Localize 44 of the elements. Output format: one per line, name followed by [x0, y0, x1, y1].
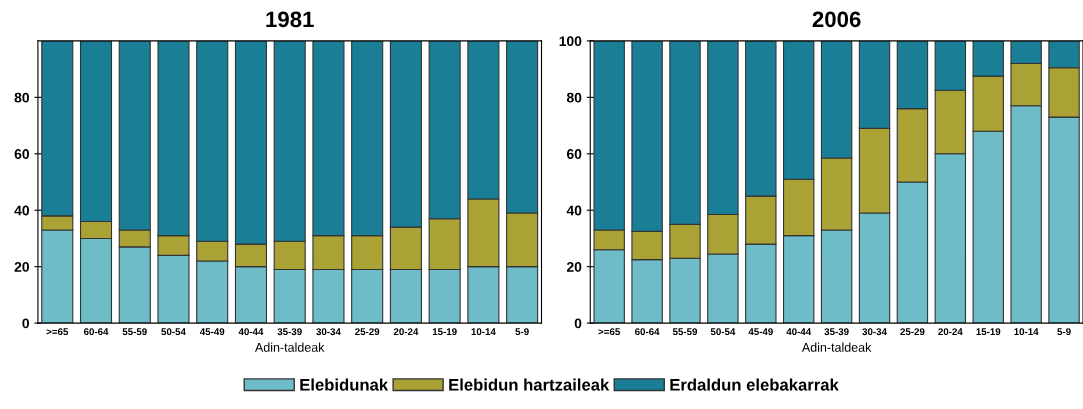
- x-tick-label: 45-49: [748, 328, 773, 336]
- y-tick-label: 40: [14, 205, 29, 216]
- x-tick-label: 50-54: [710, 328, 736, 336]
- y-tick-label: 80: [566, 92, 582, 103]
- x-tick-label: 15-19: [976, 328, 1001, 336]
- legend-label: Elebidunak: [300, 378, 389, 391]
- x-tick-label: 15-19: [432, 328, 457, 336]
- x-tick-label: 60-64: [635, 328, 660, 336]
- x-tick-label: 10-14: [471, 328, 496, 336]
- x-tick-label: 55-59: [672, 328, 698, 336]
- x-tick-label: 5-9: [515, 328, 529, 336]
- x-tick-label: 10-14: [1014, 328, 1039, 336]
- y-tick-label: 0: [574, 318, 582, 329]
- x-tick-label: 45-49: [199, 328, 225, 336]
- x-tick-label: 40-44: [786, 328, 812, 336]
- y-tick-label: 0: [22, 318, 29, 329]
- x-tick-label: 35-39: [824, 328, 849, 336]
- x-tick-label: 50-54: [161, 328, 186, 336]
- x-tick-label: >=65: [46, 328, 69, 336]
- y-tick-label: 20: [566, 262, 582, 272]
- y-tick-label: 40: [566, 205, 582, 216]
- x-axis-title: Adin-taldeak: [254, 342, 325, 352]
- x-tick-label: 20-24: [938, 328, 963, 336]
- x-tick-label: >=65: [598, 328, 620, 336]
- x-tick-label: 20-24: [393, 328, 419, 336]
- y-tick-label: 20: [14, 262, 29, 272]
- y-tick-label: 60: [566, 149, 582, 159]
- y-tick-label: 60: [14, 149, 29, 159]
- chart-title: 1981: [266, 11, 314, 28]
- x-tick-label: 30-34: [862, 328, 887, 336]
- chart-title: 2006: [812, 11, 861, 28]
- y-tick-label: 80: [14, 92, 29, 103]
- y-tick-label: 100: [559, 36, 582, 47]
- x-tick-label: 30-34: [316, 328, 341, 336]
- x-tick-label: 35-39: [277, 328, 302, 336]
- x-tick-label: 25-29: [355, 328, 380, 336]
- legend-label: Elebidun hartzaileak: [449, 378, 610, 391]
- x-axis-title: Adin-taldeak: [801, 342, 872, 352]
- x-tick-label: 5-9: [1057, 328, 1071, 336]
- x-tick-label: 40-44: [238, 328, 264, 336]
- legend-label: Erdaldun elebakarrak: [670, 378, 839, 391]
- x-tick-label: 60-64: [83, 328, 109, 336]
- x-tick-label: 55-59: [122, 328, 147, 336]
- x-tick-label: 25-29: [900, 328, 925, 336]
